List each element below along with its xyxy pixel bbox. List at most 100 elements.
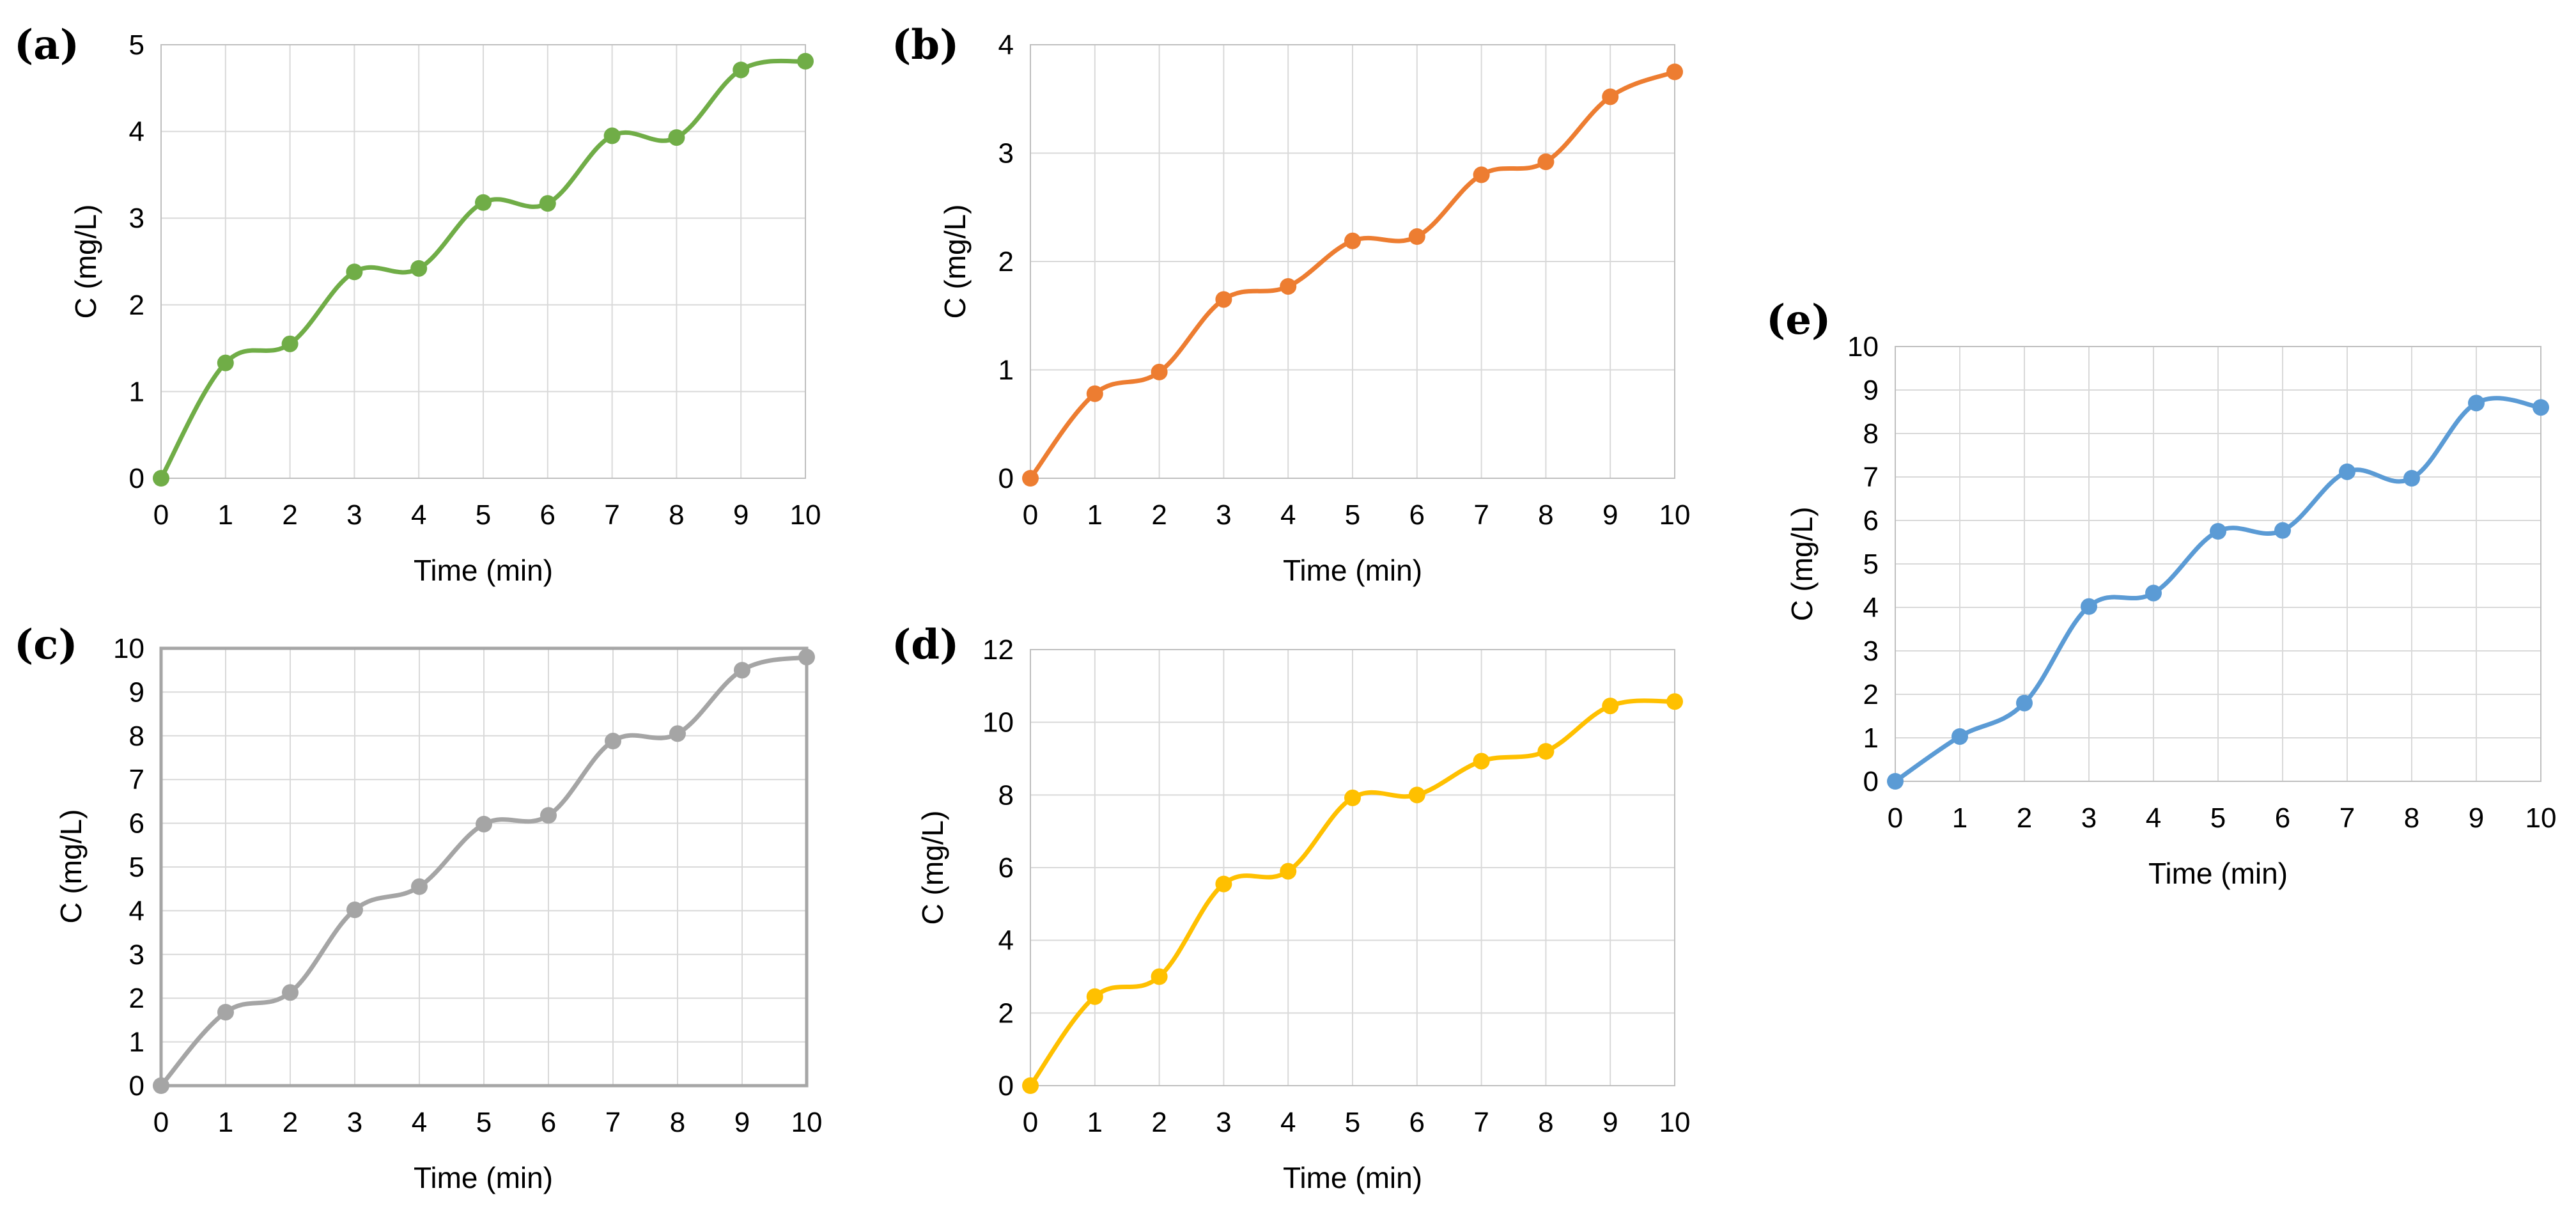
x-tick-label: 10 <box>1659 499 1691 531</box>
data-point-d-6 <box>1408 786 1425 804</box>
x-tick-label: 3 <box>347 1107 362 1138</box>
y-tick-label: 9 <box>129 676 144 708</box>
data-point-c-5 <box>476 815 492 832</box>
y-tick-label: 4 <box>1863 592 1879 623</box>
data-point-d-1 <box>1086 988 1103 1005</box>
x-axis-title-d: Time (min) <box>1283 1161 1422 1194</box>
x-tick-label: 4 <box>2146 802 2161 834</box>
data-point-d-10 <box>1666 693 1683 710</box>
x-tick-label: 2 <box>2017 802 2032 834</box>
x-tick-label: 6 <box>1409 499 1425 531</box>
x-tick-label: 6 <box>2275 802 2290 834</box>
x-tick-label: 3 <box>2081 802 2097 834</box>
y-tick-label: 8 <box>998 779 1014 811</box>
data-point-d-8 <box>1537 743 1555 760</box>
chart-panel-e: (e) 0 1 2 3 4 5 6 7 8 9 10 0 1 2 3 4 5 6 7 8 9 10 Time (min)… <box>1766 296 2556 890</box>
data-point-e-2 <box>2016 694 2033 712</box>
x-tick-label: 2 <box>1151 1107 1167 1138</box>
y-tick-label: 6 <box>1863 505 1879 536</box>
data-point-c-4 <box>411 878 428 895</box>
panel-label-c: (c) <box>14 621 78 669</box>
y-tick-label: 10 <box>982 707 1014 738</box>
x-tick-label: 1 <box>1952 802 1967 834</box>
y-axis-title-c: C (mg/L) <box>54 809 88 924</box>
x-tick-labels-e: 0 1 2 3 4 5 6 7 8 9 10 <box>1888 802 2557 834</box>
x-tick-label: 5 <box>476 499 491 531</box>
x-tick-label: 2 <box>1151 499 1167 531</box>
data-point-b-5 <box>1344 232 1361 249</box>
x-axis-title-b: Time (min) <box>1283 554 1422 587</box>
x-tick-label: 0 <box>153 1107 169 1138</box>
y-tick-label: 4 <box>998 29 1014 61</box>
y-tick-label: 9 <box>1863 375 1879 406</box>
data-point-c-6 <box>540 807 557 824</box>
y-axis-title-a: C (mg/L) <box>69 205 102 319</box>
y-axis-title-b: C (mg/L) <box>938 205 972 319</box>
x-tick-labels-c: 0 1 2 3 4 5 6 7 8 9 10 <box>153 1107 823 1138</box>
y-tick-label: 2 <box>1863 679 1879 710</box>
x-tick-label: 8 <box>1538 1107 1553 1138</box>
panel-label-a: (a) <box>14 21 79 69</box>
y-tick-label: 3 <box>1863 636 1879 667</box>
series-markers-b <box>1022 63 1683 487</box>
y-tick-labels-a: 0 1 2 3 4 5 <box>129 29 144 494</box>
series-line-d <box>1028 698 1677 1088</box>
y-tick-label: 5 <box>1863 549 1879 580</box>
data-point-d-2 <box>1151 968 1168 985</box>
x-tick-label: 10 <box>791 1107 823 1138</box>
y-tick-label: 2 <box>998 246 1014 277</box>
chart-panel-a: (a) 0 1 2 3 4 5 0 1 2 3 4 5 6 7 8 9 10 Time (min) C (mg… <box>14 21 821 587</box>
data-point-e-9 <box>2468 394 2485 412</box>
y-tick-label: 10 <box>113 633 144 664</box>
y-tick-label: 6 <box>998 852 1014 884</box>
data-point-a-2 <box>281 335 299 352</box>
y-axis-title-e: C (mg/L) <box>1785 507 1819 621</box>
data-point-e-6 <box>2274 522 2291 539</box>
panel-label-d: (d) <box>892 621 959 669</box>
data-point-e-1 <box>1951 728 1968 745</box>
plot-area-frame-c <box>159 646 809 1088</box>
x-tick-label: 7 <box>2339 802 2355 834</box>
y-tick-label: 4 <box>998 925 1014 956</box>
x-tick-label: 0 <box>1023 1107 1038 1138</box>
data-point-a-0 <box>153 470 169 487</box>
y-tick-label: 5 <box>129 29 144 61</box>
x-tick-label: 9 <box>1602 499 1618 531</box>
x-tick-label: 4 <box>412 1107 427 1138</box>
y-tick-label: 2 <box>129 290 144 321</box>
y-tick-label: 3 <box>129 939 144 971</box>
x-tick-label: 4 <box>411 499 426 531</box>
x-tick-label: 7 <box>1473 499 1489 531</box>
x-tick-label: 6 <box>541 1107 556 1138</box>
x-tick-label: 1 <box>1087 499 1103 531</box>
x-tick-label: 7 <box>605 1107 621 1138</box>
data-point-c-9 <box>734 662 750 679</box>
x-tick-label: 10 <box>790 499 821 531</box>
data-point-d-9 <box>1602 698 1619 715</box>
x-tick-label: 9 <box>733 499 749 531</box>
y-tick-label: 7 <box>129 764 144 795</box>
y-tick-label: 1 <box>998 355 1014 386</box>
y-tick-label: 4 <box>129 895 144 926</box>
data-point-b-3 <box>1215 291 1232 308</box>
x-tick-label: 10 <box>1659 1107 1691 1138</box>
data-point-c-7 <box>605 733 621 750</box>
data-point-c-2 <box>282 984 299 1001</box>
x-tick-label: 7 <box>1473 1107 1489 1138</box>
x-axis-title-c: Time (min) <box>414 1161 553 1194</box>
y-tick-label: 2 <box>129 983 144 1014</box>
x-tick-labels-d: 0 1 2 3 4 5 6 7 8 9 10 <box>1023 1107 1691 1138</box>
x-tick-labels-a: 0 1 2 3 4 5 6 7 8 9 10 <box>153 499 821 531</box>
data-point-d-4 <box>1280 863 1297 880</box>
y-tick-label: 0 <box>998 463 1014 494</box>
chart-panel-b: (b) 0 1 2 3 4 0 1 2 3 4 5 6 7 8 9 10 Time (min) C (mg/… <box>892 21 1690 587</box>
y-tick-label: 6 <box>129 808 144 839</box>
x-axis-title-e: Time (min) <box>2148 857 2288 890</box>
y-tick-labels-b: 0 1 2 3 4 <box>998 29 1014 494</box>
chart-panel-c: (c) 0 1 2 3 4 5 6 7 8 9 10 0 1 2 3 4 5 6 7 8 9 10 Time (min)… <box>14 621 822 1194</box>
data-point-b-1 <box>1086 385 1103 402</box>
x-axis-title-a: Time (min) <box>414 554 553 587</box>
x-tick-label: 9 <box>1602 1107 1618 1138</box>
data-point-e-0 <box>1887 773 1904 790</box>
x-tick-label: 3 <box>346 499 362 531</box>
